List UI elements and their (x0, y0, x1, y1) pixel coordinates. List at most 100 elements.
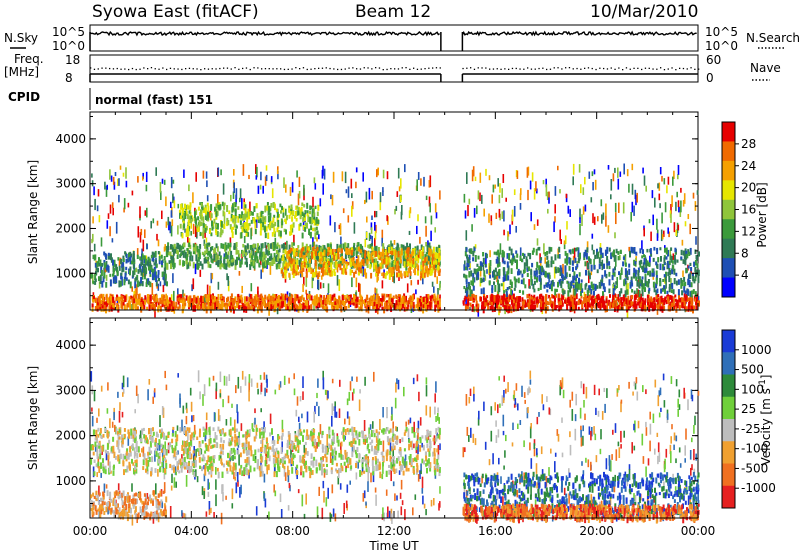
power-band-3-cell (291, 216, 294, 222)
power-band-4-cell (306, 246, 309, 251)
power-band-3-cell (259, 230, 262, 236)
power-band-6-cell (690, 267, 693, 272)
power-band-2-cell (273, 257, 275, 264)
power-band-0-cell (208, 294, 211, 302)
power-band-5-cell (595, 298, 598, 304)
power-scatter-point (654, 197, 656, 208)
power-band-0-cell (399, 305, 402, 312)
power-band-0-cell (365, 305, 368, 313)
power-band-0-cell (182, 296, 185, 301)
power-band-0-cell (434, 304, 437, 312)
power-band-4-cell (337, 263, 340, 268)
power-band-4-cell (432, 246, 435, 253)
power-band-1-cell (152, 257, 155, 262)
power-scatter-point (483, 208, 485, 217)
power-band-0-cell (255, 297, 258, 305)
power-band-3-cell (276, 216, 279, 222)
power-band-3-cell (232, 218, 235, 223)
power-scatter-point (479, 172, 482, 183)
power-scatter-point (548, 191, 550, 204)
power-band-3-cell (256, 215, 259, 220)
power-band-0-cell (183, 293, 186, 297)
power-band-5-cell (664, 296, 667, 303)
power-band-0-cell (258, 304, 261, 309)
power-scatter-point (262, 265, 264, 273)
power-scatter-point (597, 216, 599, 222)
power-scatter-point (569, 209, 571, 218)
power-band-2-cell (391, 263, 394, 268)
power-scatter-point (479, 192, 481, 202)
power-scatter-point (528, 279, 530, 289)
power-band-0-cell (267, 306, 270, 310)
power-band-4-cell (356, 259, 358, 265)
power-band-6-cell (574, 257, 577, 263)
power-band-3-cell (208, 229, 211, 234)
power-band-3-cell (222, 210, 225, 217)
power-scatter-point (612, 173, 615, 182)
power-scatter-point (584, 176, 586, 185)
power-band-5-cell (575, 293, 578, 300)
power-band-0-cell (389, 293, 392, 298)
power-band-4-cell (325, 262, 328, 268)
power-band-0-cell (202, 295, 204, 302)
power-band-6-cell (558, 254, 561, 259)
power-band-3-cell (265, 205, 268, 211)
power-scatter-point (202, 170, 205, 179)
power-band-6-cell (641, 255, 644, 259)
power-band-2-cell (301, 242, 304, 249)
power-band-1-cell (124, 251, 127, 255)
power-band-5-cell (483, 304, 486, 310)
power-band-0-cell (274, 300, 277, 306)
power-band-6-cell (463, 264, 466, 271)
power-band-5-cell (490, 296, 493, 301)
power-scatter-point (194, 263, 197, 275)
power-scatter-point (434, 227, 436, 233)
power-band-1-cell (101, 281, 104, 288)
power-band-2-cell (382, 243, 385, 250)
power-band-5-cell (535, 297, 538, 301)
power-band-2-cell (192, 251, 195, 255)
power-band-4-cell (318, 251, 321, 259)
power-band-2-cell (227, 251, 230, 256)
freq-dot (272, 68, 274, 70)
power-band-5-cell (531, 305, 534, 312)
power-band-1-cell (164, 273, 167, 279)
power-band-6-cell (624, 280, 627, 285)
power-scatter-point (618, 202, 620, 213)
power-scatter-point (439, 190, 441, 200)
power-band-6-cell (496, 259, 499, 264)
power-scatter-point (323, 168, 326, 180)
power-band-4-cell (292, 272, 295, 279)
power-band-4-cell (399, 254, 402, 261)
power-band-2-cell (209, 264, 212, 269)
power-band-0-cell (270, 304, 273, 311)
power-scatter-point (159, 281, 162, 287)
power-scatter-point (645, 185, 647, 192)
power-band-6-cell (684, 259, 687, 266)
power-band-0-cell (121, 296, 124, 302)
power-band-6-cell (663, 255, 666, 259)
power-band-1-cell (98, 276, 100, 282)
power-scatter-point (123, 207, 125, 213)
power-band-6-cell (493, 251, 496, 255)
power-scatter-point (187, 236, 189, 243)
power-band-5-cell (573, 295, 575, 301)
freq-dot (603, 67, 605, 70)
power-band-1-cell (152, 269, 155, 273)
power-band-1-cell (119, 280, 122, 287)
power-band-2-cell (168, 260, 171, 264)
power-band-5-cell (544, 295, 547, 303)
power-band-6-cell (464, 288, 467, 294)
power-scatter-point (106, 184, 108, 190)
power-scatter-point (125, 167, 127, 179)
power-band-0-cell (367, 301, 370, 306)
freq-dot (405, 67, 407, 69)
power-scatter-point (642, 167, 644, 174)
power-band-4-cell (290, 247, 293, 252)
power-scatter-point (316, 272, 318, 278)
power-scatter-point (388, 259, 390, 271)
power-band-3-cell (231, 226, 233, 233)
power-scatter-point (554, 216, 556, 223)
power-band-4-cell (302, 267, 305, 272)
power-band-4-cell (391, 269, 394, 275)
